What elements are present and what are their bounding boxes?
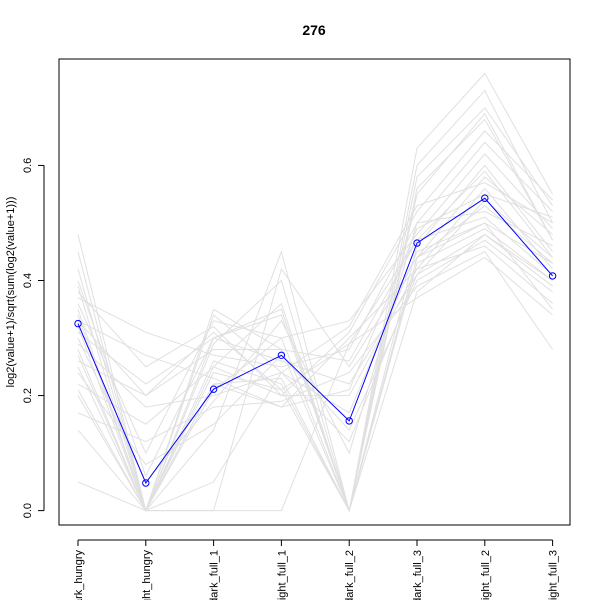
background-series-line-15 <box>77 216 553 397</box>
y-tick-label: 0.6 <box>22 158 34 173</box>
highlight-point-dark_hungry <box>74 319 82 328</box>
plot-frame <box>58 58 571 526</box>
highlight-series-group <box>74 194 557 487</box>
highlight-point-dark_full_3 <box>413 239 421 247</box>
y-axis: 0.0 0.2 0.4 0.6 <box>22 158 45 518</box>
x-tick-label: light_full_3 <box>548 550 560 600</box>
background-series-line-9 <box>77 176 553 512</box>
y-axis-label: log2(value+1)/sqrt(sum(log2(value+1))) <box>5 197 17 388</box>
highlight-point-dark_full_2 <box>345 417 353 425</box>
background-series-line-7 <box>77 153 553 455</box>
highlight-point-light_full_1 <box>277 351 286 359</box>
background-series-line-12 <box>77 210 553 483</box>
highlight-point-light_full_3 <box>548 272 557 280</box>
background-series-line-10 <box>77 187 553 408</box>
background-series-line-26 <box>77 205 553 513</box>
x-tick-label: light_full_2 <box>480 550 492 600</box>
x-axis: dark_hungry light_hungry dark_full_1 light_… <box>73 539 560 600</box>
highlight-point-light_full_2 <box>481 194 489 202</box>
background-series-line-2 <box>77 89 554 512</box>
x-tick-label: dark_hungry <box>73 550 85 600</box>
background-series-line-24 <box>77 118 554 513</box>
background-series-line-6 <box>77 141 553 368</box>
background-series-line-4 <box>77 112 554 513</box>
x-tick-label: dark_full_1 <box>209 550 221 600</box>
background-series-line-5 <box>77 130 553 397</box>
x-tick-label: light_hungry <box>141 550 153 600</box>
background-series-group <box>77 72 554 513</box>
background-series-line-23 <box>77 182 553 513</box>
background-series-line-18 <box>77 245 553 425</box>
background-series-line-21 <box>77 256 553 512</box>
background-series-line-25 <box>77 193 553 512</box>
background-series-line-17 <box>77 239 553 466</box>
background-series-line-27 <box>77 170 553 397</box>
highlight-point-light_hungry <box>142 479 150 487</box>
chart-title: 276 <box>302 22 326 38</box>
highlight-series-line <box>77 197 553 485</box>
background-series-line-11 <box>77 199 553 385</box>
y-tick-label: 0.4 <box>22 273 34 288</box>
x-tick-label: light_full_1 <box>276 550 288 600</box>
x-tick-label: dark_full_2 <box>344 550 356 600</box>
background-series-line-20 <box>77 251 554 443</box>
background-series-line-8 <box>77 164 553 512</box>
y-tick-label: 0.0 <box>22 503 34 518</box>
y-tick-label: 0.2 <box>22 388 34 403</box>
x-tick-label: dark_full_3 <box>412 550 424 600</box>
highlight-point-dark_full_1 <box>209 385 218 393</box>
